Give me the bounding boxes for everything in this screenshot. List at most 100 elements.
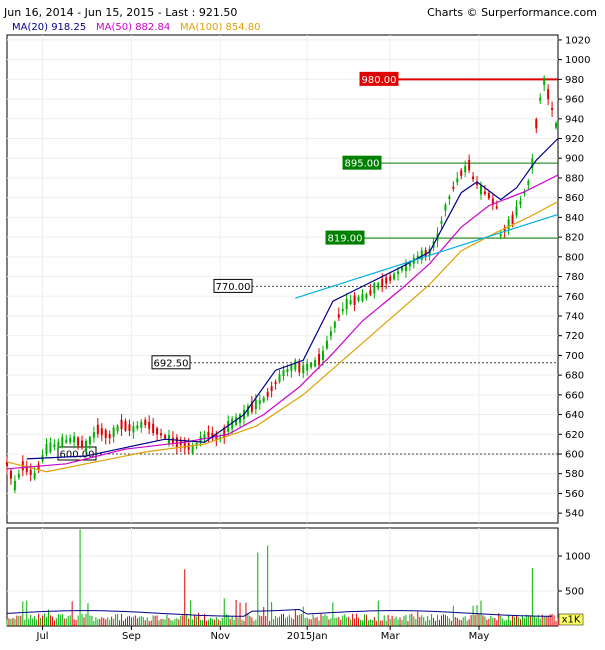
candle-body bbox=[321, 350, 324, 360]
price-tick-label: 980 bbox=[565, 75, 584, 86]
candle-body bbox=[306, 364, 309, 371]
candle-body bbox=[483, 191, 486, 194]
candle-body bbox=[389, 276, 392, 281]
candle-body bbox=[337, 314, 340, 318]
price-tick-label: 820 bbox=[565, 233, 584, 244]
price-tick-label: 780 bbox=[565, 272, 584, 283]
candle-body bbox=[203, 434, 206, 440]
candle-body bbox=[507, 219, 510, 230]
candle-body bbox=[357, 296, 360, 302]
price-tick-label: 880 bbox=[565, 173, 584, 184]
candle-body bbox=[250, 401, 253, 412]
candle-body bbox=[278, 374, 281, 382]
candle-body bbox=[171, 437, 174, 444]
candle-body bbox=[223, 427, 226, 438]
candle-body bbox=[17, 473, 20, 478]
candle-body bbox=[531, 158, 534, 168]
ma20-value: 918.25 bbox=[51, 22, 87, 33]
level-label-box bbox=[342, 155, 382, 170]
price-tick-label: 720 bbox=[565, 331, 584, 342]
candle-body bbox=[81, 440, 84, 448]
candle-body bbox=[325, 340, 328, 349]
candle-body bbox=[294, 360, 297, 370]
candle-body bbox=[49, 442, 52, 453]
candle-body bbox=[476, 182, 479, 185]
price-tick-label: 760 bbox=[565, 292, 584, 303]
volume-average-line bbox=[6, 608, 553, 617]
price-tick-label: 860 bbox=[565, 193, 584, 204]
candle-body bbox=[535, 119, 538, 129]
ma20-label: MA(20) bbox=[12, 22, 48, 33]
price-tick-label: 920 bbox=[565, 134, 584, 145]
chart-credit: Charts © Surperformance.com bbox=[427, 6, 597, 19]
candle-body bbox=[539, 97, 542, 101]
ma20-legend: MA(20) 918.25 bbox=[12, 22, 86, 33]
candle-body bbox=[400, 266, 403, 271]
candle-body bbox=[211, 432, 214, 439]
price-panel-frame bbox=[6, 34, 559, 524]
price-tick-label: 800 bbox=[565, 252, 584, 263]
candle-body bbox=[444, 204, 447, 211]
candle-body bbox=[61, 436, 64, 448]
candle-body bbox=[329, 331, 332, 337]
price-tick-label: 940 bbox=[565, 114, 584, 125]
candle-body bbox=[286, 369, 289, 373]
candle-body bbox=[25, 466, 28, 473]
volume-panel-frame bbox=[6, 527, 559, 627]
candle-body bbox=[45, 444, 48, 454]
volume-tick-label: 1000 bbox=[565, 552, 590, 563]
candle-body bbox=[207, 431, 210, 437]
price-tick-label: 740 bbox=[565, 311, 584, 322]
candle-body bbox=[175, 437, 178, 448]
candle-body bbox=[65, 439, 68, 443]
price-tick-label: 680 bbox=[565, 371, 584, 382]
chart-title: Jun 16, 2014 - Jun 15, 2015 - Last : 921… bbox=[4, 6, 238, 19]
price-tick-label: 600 bbox=[565, 449, 584, 460]
candle-body bbox=[235, 417, 238, 425]
candle-body bbox=[227, 421, 230, 432]
candle-body bbox=[452, 186, 455, 189]
candle-body bbox=[191, 445, 194, 454]
price-tick-label: 640 bbox=[565, 410, 584, 421]
candle-body bbox=[195, 443, 198, 446]
candle-body bbox=[310, 363, 313, 368]
x-tick-label: May bbox=[469, 631, 490, 642]
candle-body bbox=[495, 206, 498, 209]
ma50-value: 882.84 bbox=[135, 22, 171, 33]
candle-body bbox=[262, 397, 265, 402]
candle-body bbox=[266, 391, 269, 397]
volume-unit-label: x1K bbox=[562, 615, 581, 626]
candle-body bbox=[456, 178, 459, 183]
candle-body bbox=[333, 321, 336, 328]
candle-body bbox=[84, 440, 87, 452]
candle-body bbox=[73, 436, 76, 443]
candle-body bbox=[104, 429, 107, 439]
candle-body bbox=[108, 434, 111, 439]
candle-body bbox=[349, 300, 352, 305]
ma100-value: 854.80 bbox=[225, 22, 261, 33]
candle-body bbox=[551, 107, 554, 111]
candle-body bbox=[393, 273, 396, 280]
level-label: 692.50 bbox=[154, 358, 189, 369]
candle-body bbox=[440, 220, 443, 224]
x-tick-label: 2015Jan bbox=[287, 631, 328, 642]
candle-body bbox=[472, 176, 475, 180]
x-tick-label: Jul bbox=[36, 631, 49, 642]
candle-body bbox=[555, 123, 558, 128]
candle-body bbox=[77, 437, 80, 446]
candle-body bbox=[511, 214, 514, 224]
ma100-label: MA(100) bbox=[180, 22, 223, 33]
candle-body bbox=[523, 191, 526, 194]
candle-body bbox=[120, 419, 123, 430]
candle-body bbox=[270, 386, 273, 392]
candle-body bbox=[274, 381, 277, 385]
candle-body bbox=[408, 263, 411, 267]
level-label: 980.00 bbox=[362, 75, 397, 86]
candle-body bbox=[302, 365, 305, 374]
candle-body bbox=[148, 422, 151, 429]
candle-body bbox=[420, 250, 423, 261]
candle-body bbox=[361, 294, 364, 302]
volume-tick-label: 500 bbox=[565, 587, 584, 598]
candle-body bbox=[69, 437, 72, 443]
price-tick-label: 1000 bbox=[565, 55, 590, 66]
